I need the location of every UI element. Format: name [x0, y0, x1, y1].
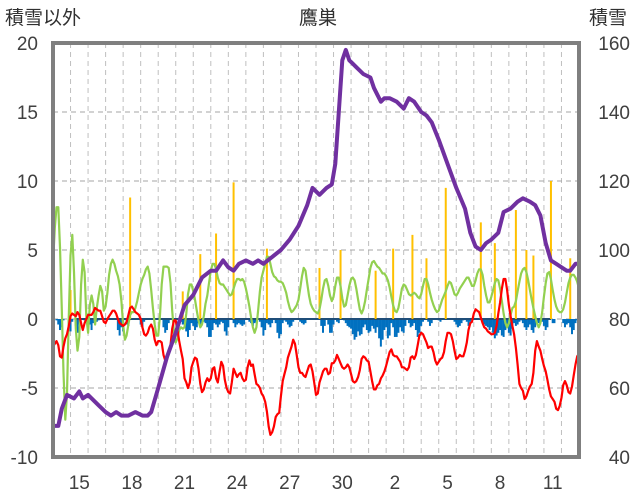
x-tick-label: 21: [174, 473, 195, 494]
green-line: [53, 206, 579, 421]
y-right-tick-label: 40: [609, 448, 630, 469]
x-tick-label: 27: [279, 473, 300, 494]
y-axis-left-label: 積雪以外: [5, 7, 81, 29]
x-tick-label: 18: [121, 473, 142, 494]
y-axis-right-ticks: 40 60 80 100 120 140 160: [598, 34, 630, 469]
y-left-tick-label: 10: [17, 172, 38, 193]
y-right-tick-label: 160: [598, 34, 630, 55]
plot-frame: [51, 41, 581, 459]
y-axis-left-ticks: -10 -5 0 5 10 15 20: [11, 34, 38, 469]
x-tick-label: 2: [390, 473, 401, 494]
y-left-tick-label: 20: [17, 34, 38, 55]
y-right-tick-label: 80: [609, 310, 630, 331]
y-axis-right-label: 積雪: [589, 7, 627, 29]
y-left-tick-label: 5: [27, 241, 38, 262]
plot-area: [53, 47, 579, 436]
y-right-tick-label: 60: [609, 379, 630, 400]
y-left-tick-label: 15: [17, 103, 38, 124]
x-tick-label: 8: [495, 473, 506, 494]
y-right-tick-label: 140: [598, 103, 630, 124]
chart-title: 鷹巣: [299, 7, 337, 29]
y-left-tick-label: -5: [21, 379, 38, 400]
x-tick-label: 5: [442, 473, 453, 494]
y-right-tick-label: 100: [598, 241, 630, 262]
x-tick-label: 30: [332, 473, 353, 494]
x-tick-label: 15: [69, 473, 90, 494]
y-right-tick-label: 120: [598, 172, 630, 193]
x-tick-label: 11: [543, 473, 563, 494]
x-axis-ticks: 15 18 21 24 27 30 2 5 8 11: [69, 473, 563, 494]
y-left-tick-label: -10: [11, 448, 38, 469]
snow-depth-line: [53, 47, 579, 428]
x-tick-label: 24: [227, 473, 249, 494]
y-left-tick-label: 0: [27, 310, 38, 331]
